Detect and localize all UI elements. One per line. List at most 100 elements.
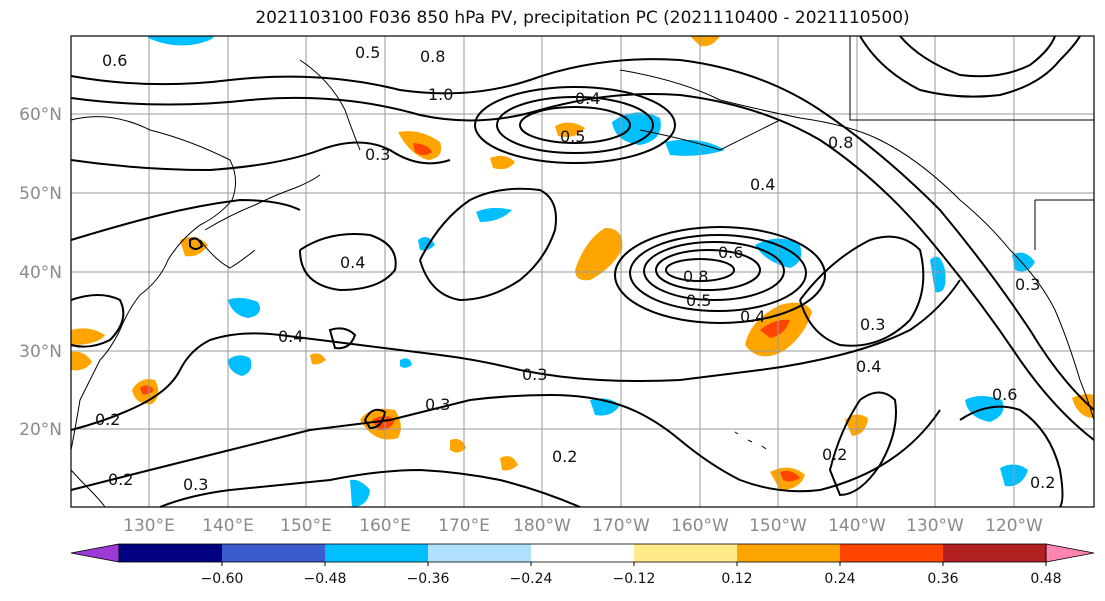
contour-line [70,294,125,348]
contour-label: 0.2 [1030,473,1055,492]
contour-line [70,198,301,241]
precip-patch [555,122,585,137]
contour-line [419,187,557,302]
contour-label: 0.8 [828,133,853,152]
contour-line [799,235,925,347]
precip-patch [228,355,252,376]
contour-ring [519,106,631,144]
contour-label: 0.2 [108,470,133,489]
lon-labels: 130°E 140°E 150°E 160°E 170°E 180°W 170°… [123,516,1043,536]
precip-patch [760,319,790,338]
contour-line [70,279,961,431]
contour-line [159,468,581,508]
coastline-asia [70,116,236,451]
contour-ring [614,226,826,324]
colorbar-segment [943,544,1047,562]
lon-label: 140°E [202,516,254,536]
contour-label: 1.0 [428,85,453,104]
lat-label: 20°N [19,420,62,440]
colorbar-tick-label: −0.36 [407,571,450,587]
contour-label: 0.4 [278,327,303,346]
coastline-aleutians [639,119,781,151]
lon-label: 130°W [906,516,964,536]
colorbar-tick-label: −0.12 [613,571,656,587]
precip-patch [400,358,412,368]
contour-label: 0.8 [420,47,445,66]
contour-line [299,233,397,292]
colorbar-outline [118,543,1047,563]
precip-patch [690,36,720,47]
contour-line [70,141,451,172]
colorbar-extend-high [1045,543,1095,563]
lon-label: 120°W [985,516,1043,536]
lat-label: 60°N [19,105,62,125]
precip-patch [1072,394,1094,418]
precip-patch [500,456,518,471]
map-frame [70,35,1095,508]
colorbar-segment [428,544,532,562]
coastlines [70,36,1095,508]
coastline-kamchatka [299,59,361,151]
precip-patch [476,207,512,222]
contour-labels: 0.6 0.5 0.8 1.0 0.4 0.5 0.3 0.4 0.6 0.8 … [95,43,1055,494]
lon-label: 150°E [280,516,332,536]
contour-label: 0.3 [425,395,450,414]
colorbar-tick-label: 0.24 [824,571,855,587]
contour-label: 0.4 [740,307,765,326]
contour-line [959,405,1064,508]
coastline-alaska [619,69,1095,421]
map-title: 2021103100 F036 850 hPa PV, precipitatio… [255,8,910,28]
lon-label: 170°E [438,516,490,536]
contour-line [70,93,1095,441]
contour-label: 0.3 [860,315,885,334]
lon-label: 170°W [592,516,650,536]
lat-label: 50°N [19,184,62,204]
precip-patch [310,353,326,365]
precip-patch [148,36,215,46]
contour-label: 0.4 [856,357,881,376]
contour-label: 0.3 [1015,275,1040,294]
contour-label: 0.4 [575,89,600,108]
colorbar-segment [325,544,429,562]
contour-ring [496,96,654,154]
precip-patch [575,228,623,281]
lon-label: 180°W [513,516,571,536]
colorbar-segments [70,543,1095,563]
colorbar-segment [737,544,841,562]
contour-line [828,391,897,497]
contour-label: 0.6 [102,51,127,70]
colorbar-segment [222,544,326,562]
colorbar-segment [531,544,635,562]
lon-label: 160°W [671,516,729,536]
contour-label: 0.3 [522,365,547,384]
colorbar: −0.60 −0.48 −0.36 −0.24 −0.12 0.12 0.24 0.36 0.4… [70,543,1095,587]
precip-patch [71,351,92,371]
precip-patch [490,155,515,170]
colorbar-extend-low [70,543,120,563]
colorbar-tick-label: −0.24 [510,571,553,587]
contour-line [189,237,204,250]
contour-ring [474,86,676,164]
contour-label: 0.6 [992,385,1017,404]
lon-label: 150°W [749,516,807,536]
contour-label: 0.2 [822,445,847,464]
colorbar-tick-label: −0.48 [304,571,347,587]
precip-patch [612,112,661,145]
colorbar-tick-label: −0.60 [201,571,244,587]
colorbar-tick-label: 0.12 [721,571,752,587]
precip-patch [780,470,800,482]
contour-line [70,58,1095,411]
pv-contours [70,35,1095,508]
precip-patch [665,139,725,156]
lat-label: 40°N [19,263,62,283]
contour-label: 0.5 [686,291,711,310]
lat-label: 30°N [19,342,62,362]
colorbar-segment [634,544,738,562]
coastline-japan [199,174,321,269]
precip-patch [450,439,466,453]
contour-label: 0.6 [718,243,743,262]
contour-line [328,327,357,350]
contour-label: 0.5 [560,127,585,146]
coastline-canada-border [849,36,1094,250]
